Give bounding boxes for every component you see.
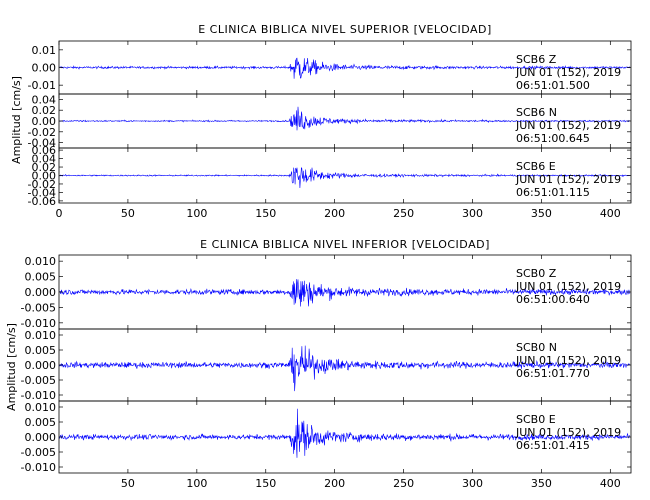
waveform-trace — [59, 345, 631, 392]
waveform-trace — [59, 106, 630, 131]
y-tick-label: -0.010 — [21, 317, 56, 330]
y-tick-label: 0.000 — [25, 359, 57, 372]
x-tick-label: 350 — [531, 207, 552, 220]
date-label: JUN 01 (152), 2019 — [515, 66, 621, 79]
date-label: JUN 01 (152), 2019 — [515, 119, 621, 132]
y-tick-label: 0.04 — [32, 153, 57, 166]
x-tick-label: 200 — [324, 207, 345, 220]
station-component-label: SCB6 E — [516, 160, 556, 173]
y-tick-label: 0.00 — [32, 170, 57, 183]
y-tick-label: 0.06 — [32, 144, 57, 157]
y-tick-label: 0.005 — [25, 416, 57, 429]
x-tick-label: 250 — [393, 207, 414, 220]
y-axis-label: Amplitud [cm/s] — [5, 323, 18, 411]
y-tick-label: -0.005 — [21, 301, 56, 314]
time-label: 06:51:01.500 — [516, 79, 590, 92]
time-label: 06:51:01.415 — [516, 439, 590, 452]
y-axis-label: Amplitud [cm/s] — [10, 76, 23, 164]
x-tick-label: 300 — [462, 207, 483, 220]
y-tick-label: -0.010 — [21, 461, 56, 474]
station-component-label: SCB0 E — [516, 413, 556, 426]
y-tick-label: 0.02 — [32, 161, 57, 174]
y-tick-label: -0.005 — [21, 374, 56, 387]
y-tick-label: 0.01 — [32, 44, 57, 57]
y-tick-label: -0.04 — [28, 137, 56, 150]
y-tick-label: 0.000 — [25, 286, 57, 299]
time-label: 06:51:01.115 — [516, 186, 590, 199]
x-tick-label: 250 — [393, 477, 414, 490]
x-tick-label: 400 — [600, 477, 621, 490]
y-tick-label: -0.06 — [28, 195, 56, 208]
station-component-label: SCB0 Z — [516, 267, 557, 280]
station-component-label: SCB0 N — [516, 341, 557, 354]
y-tick-label: -0.01 — [28, 79, 56, 92]
waveform-trace — [59, 408, 631, 458]
date-label: JUN 01 (152), 2019 — [515, 173, 621, 186]
time-label: 06:51:01.770 — [516, 367, 590, 380]
x-tick-label: 400 — [600, 207, 621, 220]
x-tick-label: 200 — [324, 477, 345, 490]
waveform-trace — [59, 279, 631, 307]
y-tick-label: 0.010 — [25, 401, 57, 414]
x-tick-label: 0 — [56, 207, 63, 220]
station-component-label: SCB6 Z — [516, 53, 557, 66]
x-tick-label: 300 — [462, 477, 483, 490]
x-tick-label: 100 — [186, 477, 207, 490]
x-tick-label: 50 — [121, 207, 135, 220]
y-tick-label: -0.02 — [28, 178, 56, 191]
y-tick-label: -0.010 — [21, 389, 56, 402]
time-label: 06:51:00.645 — [516, 132, 590, 145]
x-tick-label: 150 — [255, 207, 276, 220]
y-tick-label: 0.005 — [25, 344, 57, 357]
date-label: JUN 01 (152), 2019 — [515, 426, 621, 439]
y-tick-label: 0.04 — [32, 93, 57, 106]
y-tick-label: 0.000 — [25, 431, 57, 444]
chart-superior: E CLINICA BIBLICA NIVEL SUPERIOR [VELOCI… — [10, 23, 632, 220]
chart-inferior: E CLINICA BIBLICA NIVEL INFERIOR [VELOCI… — [5, 238, 632, 490]
y-tick-label: 0.02 — [32, 104, 57, 117]
chart-title: E CLINICA BIBLICA NIVEL SUPERIOR [VELOCI… — [198, 23, 492, 36]
x-tick-label: 50 — [121, 477, 135, 490]
x-tick-label: 150 — [255, 477, 276, 490]
y-tick-label: 0.00 — [32, 62, 57, 75]
y-tick-label: -0.005 — [21, 446, 56, 459]
y-tick-label: 0.005 — [25, 271, 57, 284]
y-tick-label: -0.04 — [28, 186, 56, 199]
y-tick-label: 0.010 — [25, 255, 57, 268]
y-tick-label: 0.00 — [32, 115, 57, 128]
x-tick-label: 100 — [186, 207, 207, 220]
chart-title: E CLINICA BIBLICA NIVEL INFERIOR [VELOCI… — [200, 238, 490, 251]
station-component-label: SCB6 N — [516, 106, 557, 119]
waveform-trace — [59, 57, 631, 79]
x-tick-label: 350 — [531, 477, 552, 490]
waveform-trace — [59, 167, 630, 189]
y-tick-label: -0.02 — [28, 126, 56, 139]
time-label: 06:51:00.640 — [516, 293, 590, 306]
date-label: JUN 01 (152), 2019 — [515, 280, 621, 293]
panel-scb6-e: -0.06-0.04-0.020.000.020.040.06 SCB6 EJUN… — [28, 144, 632, 208]
y-tick-label: 0.010 — [25, 329, 57, 342]
date-label: JUN 01 (152), 2019 — [515, 354, 621, 367]
